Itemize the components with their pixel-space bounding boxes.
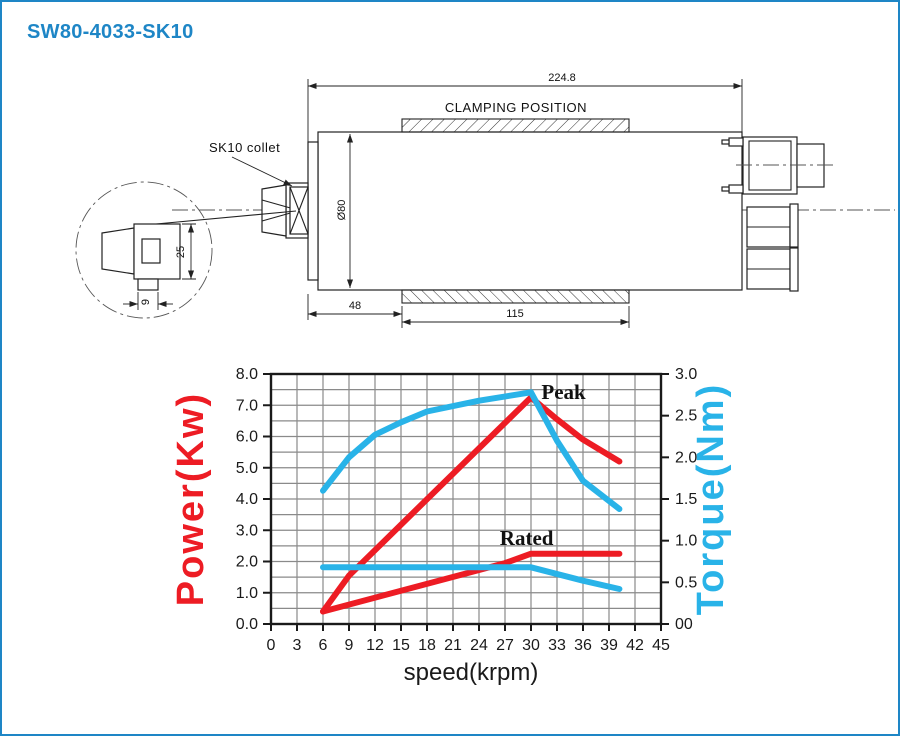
svg-text:30: 30 (522, 637, 540, 654)
dim-overall-length: 224.8 (548, 72, 576, 84)
series-rated-torque (320, 564, 623, 592)
svg-text:4.0: 4.0 (236, 491, 258, 508)
x-axis-label: speed(krpm) (404, 659, 539, 686)
annotation-peak: Peak (541, 380, 586, 404)
svg-text:00: 00 (675, 616, 693, 633)
svg-text:24: 24 (470, 637, 488, 654)
spindle-body (307, 118, 743, 304)
svg-text:2.0: 2.0 (675, 449, 697, 466)
spindle-nose-collet (261, 182, 309, 239)
series-peak-power (320, 394, 623, 615)
dim-clamp-length: 115 (506, 308, 524, 320)
dimensions: 224.8 CLAMPING POSITION Ø80 48 115 (307, 72, 743, 328)
svg-text:42: 42 (626, 637, 644, 654)
chart-tick-labels: 0 3 6 9 12 15 18 21 24 27 30 33 36 39 42 458.07.06.05.0… (236, 366, 698, 654)
svg-text:7.0: 7.0 (236, 397, 258, 414)
svg-text:2.0: 2.0 (236, 554, 258, 571)
chart-frame (269, 372, 663, 626)
series-peak-torque (320, 389, 623, 512)
svg-text:3.0: 3.0 (236, 522, 258, 539)
svg-text:45: 45 (652, 637, 670, 654)
svg-text:21: 21 (444, 637, 462, 654)
svg-text:6.0: 6.0 (236, 429, 258, 446)
svg-text:2.5: 2.5 (675, 408, 697, 425)
chart-grid (270, 373, 662, 625)
svg-text:12: 12 (366, 637, 384, 654)
svg-text:18: 18 (418, 637, 436, 654)
clamping-pad-bottom (401, 289, 630, 304)
dim-detail-width: 9 (140, 299, 152, 305)
svg-text:9: 9 (345, 637, 354, 654)
chart-ticks (263, 373, 669, 631)
svg-text:0: 0 (267, 637, 276, 654)
svg-text:27: 27 (496, 637, 514, 654)
svg-text:1.0: 1.0 (236, 585, 258, 602)
svg-text:1.0: 1.0 (675, 533, 697, 550)
svg-text:8.0: 8.0 (236, 366, 258, 383)
page-title: SW80-4033-SK10 (27, 21, 194, 43)
power-connector (721, 136, 836, 195)
svg-text:33: 33 (548, 637, 566, 654)
svg-text:15: 15 (392, 637, 410, 654)
svg-text:5.0: 5.0 (236, 460, 258, 477)
collet-callout: SK10 collet (209, 140, 293, 187)
svg-text:0.0: 0.0 (236, 616, 258, 633)
svg-text:3.0: 3.0 (675, 366, 697, 383)
clamping-pad-top (401, 118, 630, 133)
svg-text:39: 39 (600, 637, 618, 654)
right-axis-label: Torque(Nm) (690, 383, 732, 616)
svg-text:3: 3 (293, 637, 302, 654)
series-rated-power (320, 550, 623, 615)
svg-text:1.5: 1.5 (675, 491, 697, 508)
svg-text:6: 6 (319, 637, 328, 654)
svg-text:0.5: 0.5 (675, 574, 697, 591)
annotation-rated: Rated (500, 526, 554, 550)
dim-nose-length: 48 (349, 300, 361, 312)
dim-body-diameter: Ø80 (336, 200, 348, 221)
coolant-fittings (746, 203, 799, 292)
svg-text:36: 36 (574, 637, 592, 654)
collet-label: SK10 collet (209, 140, 280, 155)
spindle-technical-drawing: 224.8 CLAMPING POSITION Ø80 48 115 SK10 … (75, 72, 895, 328)
clamping-position-label: CLAMPING POSITION (445, 100, 587, 115)
left-axis-label: Power(Kw) (170, 392, 212, 606)
collet-detail-view: 25 9 (75, 181, 297, 319)
dim-detail-height: 25 (175, 246, 187, 258)
